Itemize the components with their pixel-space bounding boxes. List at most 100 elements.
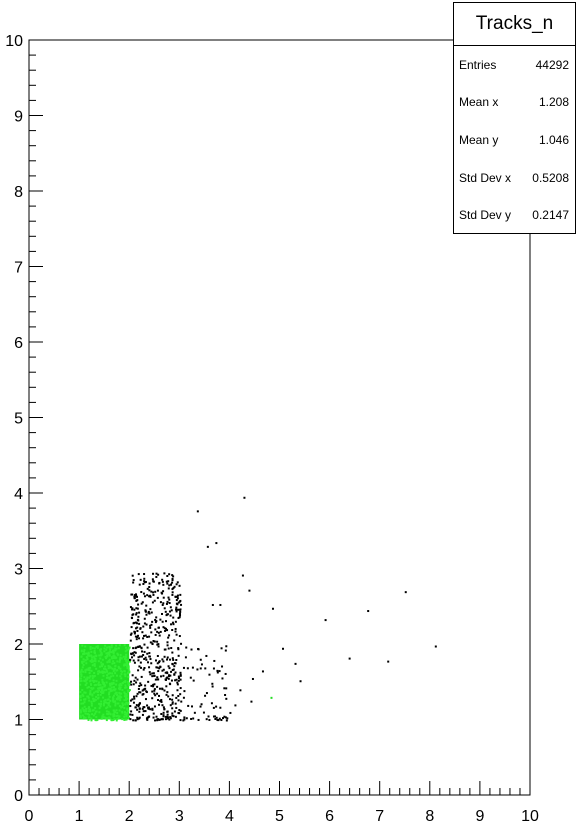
data-point — [129, 658, 132, 661]
green-point — [94, 690, 97, 693]
green-point — [115, 697, 118, 700]
green-point — [120, 657, 123, 660]
green-point — [110, 719, 113, 722]
green-point — [123, 673, 126, 676]
green-point — [105, 710, 108, 713]
data-point — [199, 667, 202, 670]
data-point — [221, 677, 224, 680]
data-point — [166, 629, 169, 632]
data-point — [215, 705, 218, 708]
data-point — [154, 694, 157, 697]
green-point — [118, 695, 121, 698]
data-point — [143, 573, 146, 576]
data-point — [210, 702, 213, 705]
outlier-point — [229, 711, 232, 714]
y-tick-label: 9 — [14, 109, 23, 126]
outlier-point — [196, 510, 199, 513]
stats-row-stddev-x: Std Dev x 0.5208 — [454, 159, 575, 197]
green-point — [108, 660, 111, 663]
green-point — [114, 672, 117, 675]
data-point — [137, 634, 140, 637]
data-point — [154, 618, 157, 621]
green-point — [98, 702, 101, 705]
data-point — [139, 661, 142, 664]
green-point — [95, 710, 98, 713]
data-point — [136, 629, 139, 632]
data-point — [134, 706, 137, 709]
data-point — [130, 710, 133, 713]
data-point — [204, 667, 207, 670]
data-point — [154, 628, 157, 631]
data-point — [160, 675, 163, 678]
data-point — [168, 573, 171, 576]
green-point — [116, 714, 119, 717]
data-point — [163, 627, 166, 630]
green-point — [86, 658, 89, 661]
green-point — [82, 650, 85, 653]
green-point — [98, 654, 101, 657]
green-point — [106, 717, 109, 720]
data-point — [163, 655, 166, 658]
data-point — [167, 674, 170, 677]
green-point — [79, 716, 82, 719]
green-point — [79, 680, 82, 683]
green-point — [92, 714, 95, 717]
data-point — [160, 712, 163, 715]
green-point — [86, 713, 89, 716]
data-point — [143, 595, 146, 598]
data-point — [137, 669, 140, 672]
data-point — [225, 645, 228, 648]
green-point — [105, 688, 108, 691]
data-point — [134, 676, 137, 679]
green-point — [90, 669, 93, 672]
green-point — [79, 671, 82, 674]
outlier-point — [248, 589, 251, 592]
data-point — [153, 692, 156, 695]
data-point — [144, 580, 147, 583]
data-point — [140, 675, 143, 678]
data-point — [177, 647, 180, 650]
green-point — [84, 671, 87, 674]
green-point — [89, 710, 92, 713]
data-point — [161, 704, 164, 707]
green-point — [103, 650, 106, 653]
green-point — [90, 717, 93, 720]
green-point — [87, 651, 90, 654]
green-point — [80, 702, 83, 705]
data-point — [136, 599, 139, 602]
green-point — [82, 663, 85, 666]
green-point — [124, 684, 127, 687]
data-point — [168, 718, 171, 721]
data-point — [174, 671, 177, 674]
green-point — [82, 652, 85, 655]
green-point — [97, 670, 100, 673]
data-point — [175, 633, 178, 636]
data-point — [170, 670, 173, 673]
data-point — [135, 593, 138, 596]
data-point — [137, 705, 140, 708]
green-point — [102, 702, 105, 705]
data-point — [222, 717, 225, 720]
data-point — [163, 572, 166, 575]
data-point — [162, 590, 165, 593]
stats-value: 0.5208 — [532, 170, 569, 185]
green-point — [118, 644, 121, 647]
green-point — [118, 688, 121, 691]
green-point — [91, 647, 94, 650]
data-point — [162, 714, 165, 717]
data-point — [208, 718, 211, 721]
green-point — [103, 689, 106, 692]
data-point — [151, 690, 154, 693]
data-point — [155, 659, 158, 662]
green-point — [114, 692, 117, 695]
green-point — [91, 693, 94, 696]
stats-label: Std Dev x — [459, 170, 512, 185]
data-point — [153, 683, 156, 686]
data-point — [148, 652, 151, 655]
data-point — [164, 648, 167, 651]
green-point — [90, 700, 93, 703]
green-point — [92, 681, 95, 684]
green-point — [117, 647, 120, 650]
green-point — [96, 645, 99, 648]
green-point — [113, 688, 116, 691]
